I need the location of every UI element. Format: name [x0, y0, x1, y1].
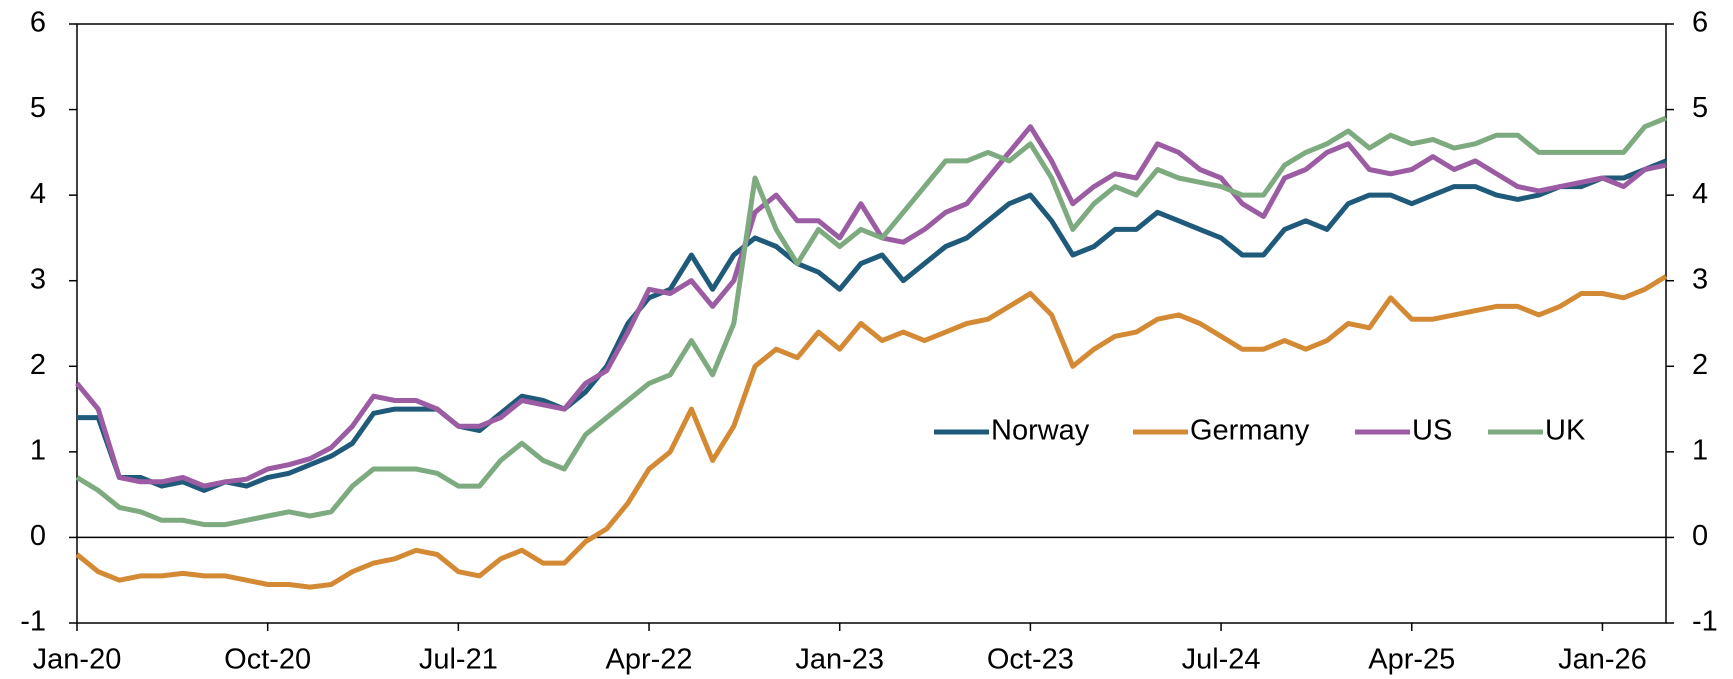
- plot-frame: [76, 23, 1667, 624]
- y2-tick-label: 6: [1692, 7, 1708, 39]
- y2-tick-label: 0: [1692, 520, 1708, 552]
- x-tick-label: Jul-21: [419, 644, 498, 676]
- series-line: [77, 158, 1667, 493]
- y2-tick-label: 4: [1692, 178, 1708, 210]
- x-tick-label: Apr-25: [1368, 644, 1455, 676]
- legend-label: Germany: [1190, 415, 1310, 447]
- y2-tick-label: 1: [1692, 435, 1708, 467]
- y-tick-label: 2: [30, 349, 46, 381]
- legend-label: US: [1412, 415, 1452, 447]
- series-line: [75, 274, 1668, 590]
- x-tick-label: Jan-20: [33, 644, 122, 676]
- y-tick-label: 3: [30, 263, 46, 295]
- x-tick-label: Jan-26: [1558, 644, 1647, 676]
- y-tick-label: 6: [30, 7, 46, 39]
- legend-label: Norway: [991, 415, 1090, 447]
- y-tick-label: 4: [30, 178, 46, 210]
- y2-tick-label: 2: [1692, 349, 1708, 381]
- legend-label: UK: [1545, 415, 1586, 447]
- y-tick-label: 5: [30, 92, 46, 124]
- y-tick-label: 1: [30, 435, 46, 467]
- x-tick-label: Oct-20: [224, 644, 311, 676]
- series-line: [75, 115, 1667, 528]
- y2-tick-label: 3: [1692, 263, 1708, 295]
- series-line: [75, 124, 1667, 489]
- x-tick-label: Apr-22: [606, 644, 693, 676]
- x-tick-label: Jul-24: [1182, 644, 1261, 676]
- y-tick-label: -1: [20, 606, 46, 638]
- y2-tick-label: 5: [1692, 92, 1708, 124]
- x-tick-label: Oct-23: [987, 644, 1074, 676]
- y-tick-label: 0: [30, 520, 46, 552]
- y2-tick-label: -1: [1692, 606, 1718, 638]
- x-tick-label: Jan-23: [795, 644, 884, 676]
